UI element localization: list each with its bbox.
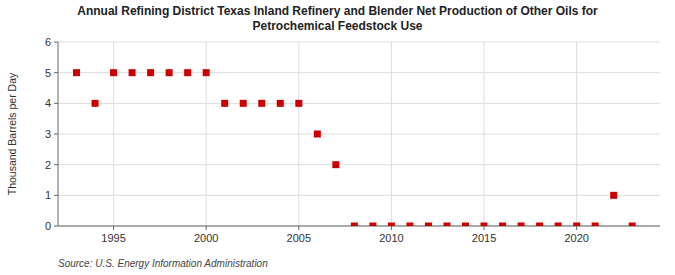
y-axis-line <box>58 42 59 226</box>
tick <box>298 226 299 230</box>
tick-label: 4 <box>45 97 51 109</box>
point <box>629 223 636 227</box>
tick <box>54 42 58 43</box>
point <box>110 69 117 76</box>
tick <box>54 134 58 135</box>
tick <box>54 103 58 104</box>
point <box>221 100 228 107</box>
tick-label: 2015 <box>472 232 496 244</box>
point <box>536 223 543 227</box>
tick <box>54 195 58 196</box>
point <box>351 223 358 227</box>
point <box>184 69 191 76</box>
point <box>277 100 284 107</box>
grid-line <box>58 164 660 165</box>
point <box>240 100 247 107</box>
marks <box>73 69 636 226</box>
axes: 0 1 2 3 4 5 6 1995 2000 2005 2010 2015 2020 <box>45 36 660 244</box>
tick-label: 2005 <box>287 232 311 244</box>
point <box>295 100 302 107</box>
title: Annual Refining District Texas Inland Re… <box>77 4 598 33</box>
tick <box>206 226 207 230</box>
point <box>73 69 80 76</box>
point <box>166 69 173 76</box>
point <box>443 223 450 227</box>
tick-label: 5 <box>45 67 51 79</box>
title-line: Annual Refining District Texas Inland Re… <box>77 4 598 18</box>
grid-line <box>58 42 660 43</box>
chart: 0 1 2 3 4 5 6 1995 2000 2005 2010 2015 2020 Annual Re… <box>0 0 675 275</box>
grid-line <box>58 134 660 135</box>
point <box>406 223 413 227</box>
tick <box>54 226 58 227</box>
tick <box>54 164 58 165</box>
tick-label: 3 <box>45 128 51 140</box>
point <box>203 69 210 76</box>
point <box>332 161 339 168</box>
grid-line <box>391 42 392 226</box>
title-line: Petrochemical Feedstock Use <box>252 19 422 33</box>
point <box>555 223 562 227</box>
source: Source: U.S. Energy Information Administ… <box>58 258 268 269</box>
grid-line <box>576 42 577 226</box>
tick-label: 2020 <box>564 232 588 244</box>
tick-label: 6 <box>45 36 51 48</box>
point <box>369 223 376 227</box>
grid-line <box>298 42 299 226</box>
point <box>92 100 99 107</box>
point <box>258 100 265 107</box>
point <box>129 69 136 76</box>
point <box>462 223 469 227</box>
tick <box>54 72 58 73</box>
tick-label: 1995 <box>101 232 125 244</box>
tick-label: 2000 <box>194 232 218 244</box>
grid-line <box>58 103 660 104</box>
grid-line <box>58 195 660 196</box>
point <box>573 223 580 227</box>
tick-label: 2010 <box>379 232 403 244</box>
tick-label: 0 <box>45 220 51 232</box>
tick-label: 1 <box>45 189 51 201</box>
tick <box>576 226 577 230</box>
tick <box>113 226 114 230</box>
grid-line <box>58 226 660 227</box>
point <box>518 223 525 227</box>
grid-line <box>484 42 485 226</box>
point <box>481 223 488 227</box>
point <box>147 69 154 76</box>
point <box>610 192 617 199</box>
point <box>592 223 599 227</box>
y-axis-label: Thousand Barrels per Day <box>6 72 18 195</box>
point <box>314 131 321 138</box>
point <box>499 223 506 227</box>
tick-label: 2 <box>45 159 51 171</box>
x-axis-line <box>58 226 660 227</box>
point <box>425 223 432 227</box>
grid <box>58 42 660 226</box>
tick <box>484 226 485 230</box>
tick <box>391 226 392 230</box>
point <box>388 223 395 227</box>
